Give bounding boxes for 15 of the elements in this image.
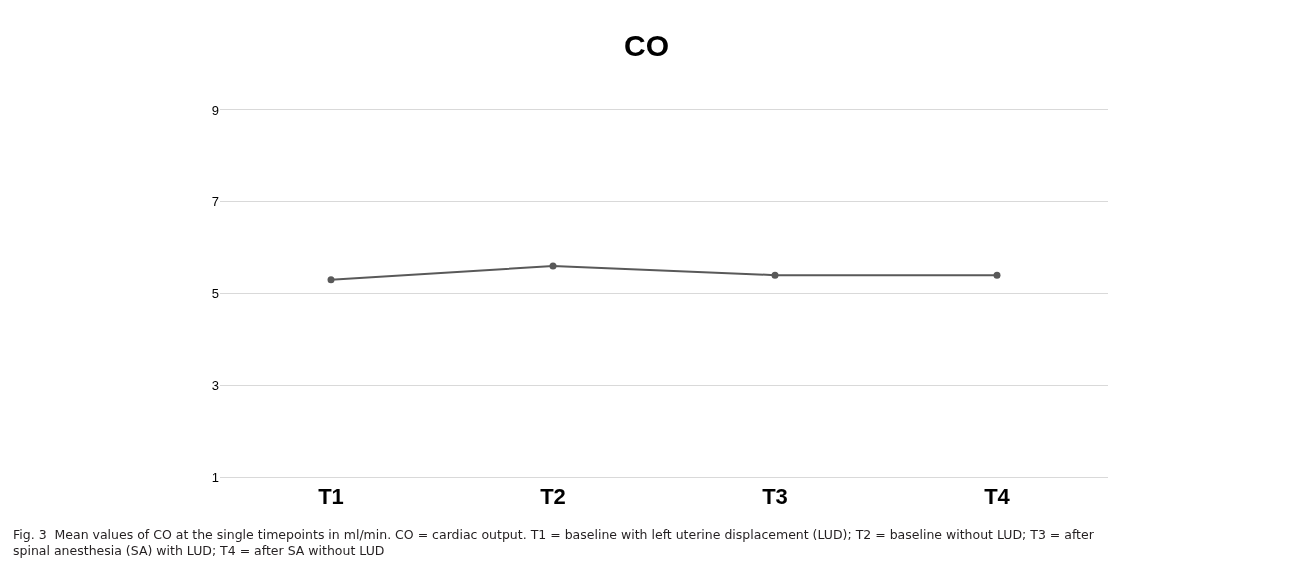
x-tick-label: T1 [318, 484, 344, 510]
point [327, 276, 335, 284]
x-tick-label: T4 [984, 484, 1011, 510]
x-tick-label: T3 [762, 484, 788, 510]
caption: Fig. 3 Mean values of CO at the single timepoints in ml/min. CO = cardiac output. T1 = baseline with left uterine displacement (LUD); T2 = baseline without LUD; T3 = after spinal anesthesia (SA) with LUD; T4 = after SA without LUD [13, 527, 1095, 559]
point [549, 262, 557, 270]
point [771, 271, 779, 279]
point [993, 271, 1001, 279]
y-tick-label: 5 [211, 286, 219, 302]
y-tick-label: 9 [211, 102, 219, 118]
chart-title: CO [624, 28, 669, 62]
y-tick-label: 7 [211, 194, 219, 210]
y-tick-label: 3 [211, 377, 219, 393]
x-tick-label: T2 [540, 484, 566, 510]
y-tick-label: 1 [211, 469, 219, 485]
